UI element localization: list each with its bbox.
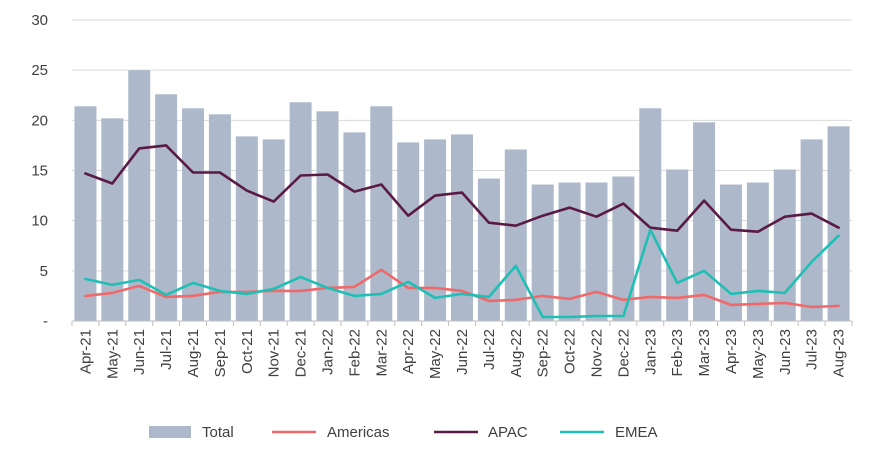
x-tick-label: Dec-21 xyxy=(293,329,310,377)
bar-total-Mar-22 xyxy=(370,106,393,321)
x-tick-label: Jan-22 xyxy=(320,329,337,375)
bar-total-Aug-21 xyxy=(182,108,205,321)
x-tick-label: May-21 xyxy=(104,329,121,379)
bar-total-Jan-22 xyxy=(316,111,339,321)
x-tick-label: Nov-22 xyxy=(588,329,605,377)
x-tick-label: Feb-22 xyxy=(346,329,363,377)
bar-total-Dec-22 xyxy=(612,176,635,321)
bar-total-Jul-23 xyxy=(800,139,823,321)
line-emea xyxy=(84,228,840,319)
line-apac xyxy=(84,144,840,233)
y-tick-label: 15 xyxy=(31,163,48,180)
x-tick-label: Apr-21 xyxy=(77,329,94,374)
legend-label-apac: APAC xyxy=(488,424,528,441)
x-axis: Apr-21 May-21 Jun-21 Jul-21 Aug-21 Sep-21 Oct-… xyxy=(71,320,853,379)
bar-total-Mar-23 xyxy=(693,122,716,321)
x-tick-label: Jul-23 xyxy=(804,329,821,370)
bar-total-Jun-21 xyxy=(128,70,151,322)
x-tick-label: Sep-22 xyxy=(535,329,552,377)
y-tick-label: 30 xyxy=(31,12,48,29)
legend-label-americas: Americas xyxy=(327,424,390,441)
x-tick-label: Sep-21 xyxy=(212,329,229,377)
y-tick-label: 20 xyxy=(31,112,48,129)
bar-total-Apr-23 xyxy=(719,184,742,321)
bar-total-Sep-21 xyxy=(208,114,231,322)
x-tick-label: Mar-23 xyxy=(696,329,713,377)
series-lines xyxy=(84,144,840,319)
bar-total-Jul-21 xyxy=(155,94,178,321)
x-tick-label: Oct-21 xyxy=(239,329,256,374)
x-tick-label: Jul-22 xyxy=(481,329,498,370)
bar-total-May-21 xyxy=(101,118,124,322)
legend-label-emea: EMEA xyxy=(615,424,658,441)
line-americas xyxy=(84,268,840,309)
x-tick-label: May-22 xyxy=(427,329,444,379)
y-tick-label: 25 xyxy=(31,62,48,79)
bar-total-Feb-23 xyxy=(666,169,689,321)
total-bars xyxy=(74,70,850,322)
bar-total-May-23 xyxy=(746,182,769,321)
x-tick-label: Jul-21 xyxy=(158,329,175,370)
x-tick-label: May-23 xyxy=(750,329,767,379)
y-tick-label: 5 xyxy=(40,263,48,280)
y-tick-label: - xyxy=(43,313,48,330)
bar-total-Nov-22 xyxy=(585,182,608,321)
bar-total-Jun-22 xyxy=(451,134,473,321)
bar-total-Jan-23 xyxy=(639,108,662,321)
bar-total-Apr-21 xyxy=(74,106,97,321)
bar-total-Aug-23 xyxy=(827,126,850,321)
x-tick-label: Aug-23 xyxy=(831,329,848,377)
bar-total-Dec-21 xyxy=(289,102,312,321)
x-tick-label: Jan-23 xyxy=(642,329,659,375)
x-tick-label: Apr-22 xyxy=(400,329,417,374)
x-tick-label: Oct-22 xyxy=(562,329,579,374)
x-tick-label: Apr-23 xyxy=(723,329,740,374)
x-tick-label: Mar-22 xyxy=(373,329,390,377)
legend: Total Americas APAC EMEA xyxy=(149,424,658,441)
bar-total-Jun-23 xyxy=(773,169,796,321)
x-tick-label: Aug-22 xyxy=(508,329,525,377)
legend-swatch-total xyxy=(149,426,191,438)
legend-label-total: Total xyxy=(202,424,234,441)
bar-total-Apr-22 xyxy=(397,142,420,321)
bar-total-Feb-22 xyxy=(343,132,366,321)
x-tick-label: Feb-23 xyxy=(669,329,686,377)
bar-total-Oct-21 xyxy=(235,136,258,321)
y-axis: - 5 10 15 20 25 30 xyxy=(31,12,48,330)
x-tick-label: Jun-21 xyxy=(131,329,148,375)
x-tick-label: Jun-23 xyxy=(777,329,794,375)
bar-total-Nov-21 xyxy=(262,139,285,321)
x-tick-label: Jun-22 xyxy=(454,329,471,375)
bar-total-Aug-22 xyxy=(504,149,527,321)
bar-total-Oct-22 xyxy=(558,182,581,321)
x-tick-label: Dec-22 xyxy=(615,329,632,377)
x-tick-label: Nov-21 xyxy=(266,329,283,377)
bar-total-Jul-22 xyxy=(477,178,500,321)
y-tick-label: 10 xyxy=(31,213,48,230)
bar-total-May-22 xyxy=(424,139,447,321)
x-tick-label: Aug-21 xyxy=(185,329,202,377)
